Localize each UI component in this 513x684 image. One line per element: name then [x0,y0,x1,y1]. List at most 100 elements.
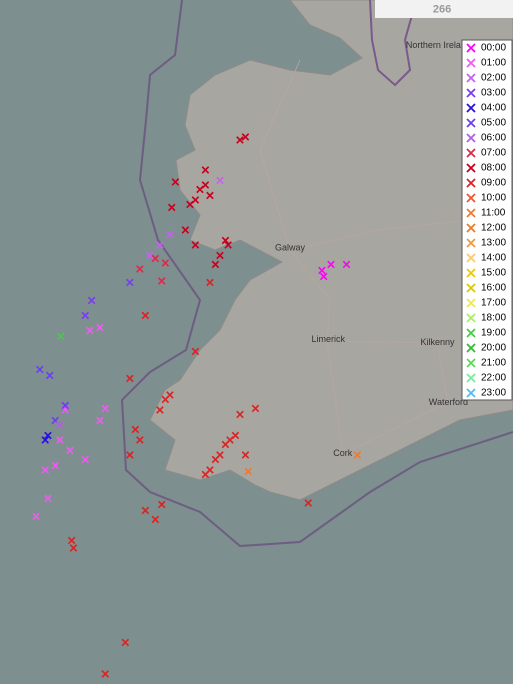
territorial-limit [120,0,513,548]
legend-label: 21:00 [481,358,506,369]
strike-mark [216,451,224,459]
legend-swatch [466,223,476,233]
strike-mark [236,136,244,144]
strike-mark [342,260,351,269]
legend-swatch [466,118,476,128]
legend-swatch [466,343,476,353]
strike-mark [66,446,74,455]
strike-mark [126,451,134,459]
place-label: Galway [275,242,306,252]
legend-label: 18:00 [481,313,506,324]
legend-label: 20:00 [481,343,506,354]
legend-label: 17:00 [481,298,506,309]
strike-mark [236,410,244,419]
strike-mark [101,670,110,678]
strike-mark [157,277,166,285]
strike-mark [156,241,164,249]
legend-swatch [466,313,476,323]
road-network [259,59,471,455]
legend-swatch [466,178,476,188]
strike-mark [191,241,200,249]
legend-swatch [466,43,476,53]
strike-mark [191,347,200,356]
legend-swatch [466,328,476,338]
strike-mark [156,406,164,414]
strike-mark [201,470,210,479]
strike-mark [81,455,90,464]
legend-label: 23:00 [481,388,506,399]
strike-mark [231,431,240,440]
legend-swatch [466,163,476,173]
strike-mark [201,181,210,189]
strike-mark [32,512,40,521]
strike-mark [44,431,52,440]
strike-mark [206,191,214,200]
legend-label: 07:00 [481,148,506,159]
strike-mark [126,374,134,383]
strike-mark [56,421,64,429]
strike-mark [161,259,170,267]
strike-mark [46,371,54,380]
strike-mark [36,365,44,374]
legend-label: 04:00 [481,103,506,114]
legend-swatch [466,58,476,68]
strike-mark [241,133,250,141]
strike-mark [136,436,144,444]
legend-label: 11:00 [481,208,506,219]
strike-mark [216,176,224,185]
strike-mark [86,326,94,335]
strike-mark [69,544,78,552]
strike-mark [181,226,190,234]
strike-mark [171,178,180,186]
strike-mark [206,278,214,287]
legend-swatch [466,268,476,278]
legend-label: 19:00 [481,328,506,339]
strike-mark [56,436,64,444]
strike-mark [186,200,194,209]
strike-mark [131,425,140,434]
strike-mark [166,391,174,399]
strike-mark [353,451,362,459]
road-number: 266 [433,3,451,15]
legend-label: 01:00 [481,58,506,69]
strike-mark [121,638,130,647]
legend-label: 03:00 [481,88,506,99]
strike-mark [244,467,252,476]
legend-swatch [466,88,476,98]
strike-mark [81,311,90,320]
strike-mark [201,166,210,174]
strike-mark [167,203,176,212]
strike-mark [136,265,144,273]
strike-mark [41,436,49,444]
place-label: Limerick [312,334,346,344]
legend-label: 09:00 [481,178,506,189]
legend-label: 14:00 [481,253,506,264]
strike-mark [87,296,96,305]
legend-swatch [466,358,476,368]
place-label: Cork [333,448,353,458]
strike-mark [224,241,232,249]
strike-mark [319,272,328,281]
strike-mark [157,500,166,509]
strike-mark [96,416,104,425]
legend-swatch [466,283,476,293]
strike-mark [216,251,224,260]
legend-swatch [466,373,476,383]
legend-swatch [466,133,476,143]
strike-mark [56,332,65,341]
strike-mark [126,278,134,287]
strike-mark [51,461,60,470]
land [149,0,513,501]
strike-mark [304,499,313,507]
legend-swatch [466,103,476,113]
legend-label: 22:00 [481,373,506,384]
strike-mark [96,323,104,332]
strike-mark [146,251,154,260]
strike-mark [327,260,335,269]
legend-swatch [466,298,476,308]
strike-mark [151,254,160,263]
inset-box [375,0,513,18]
place-label: Northern Ireland [406,40,471,50]
strike-mark [61,401,70,410]
